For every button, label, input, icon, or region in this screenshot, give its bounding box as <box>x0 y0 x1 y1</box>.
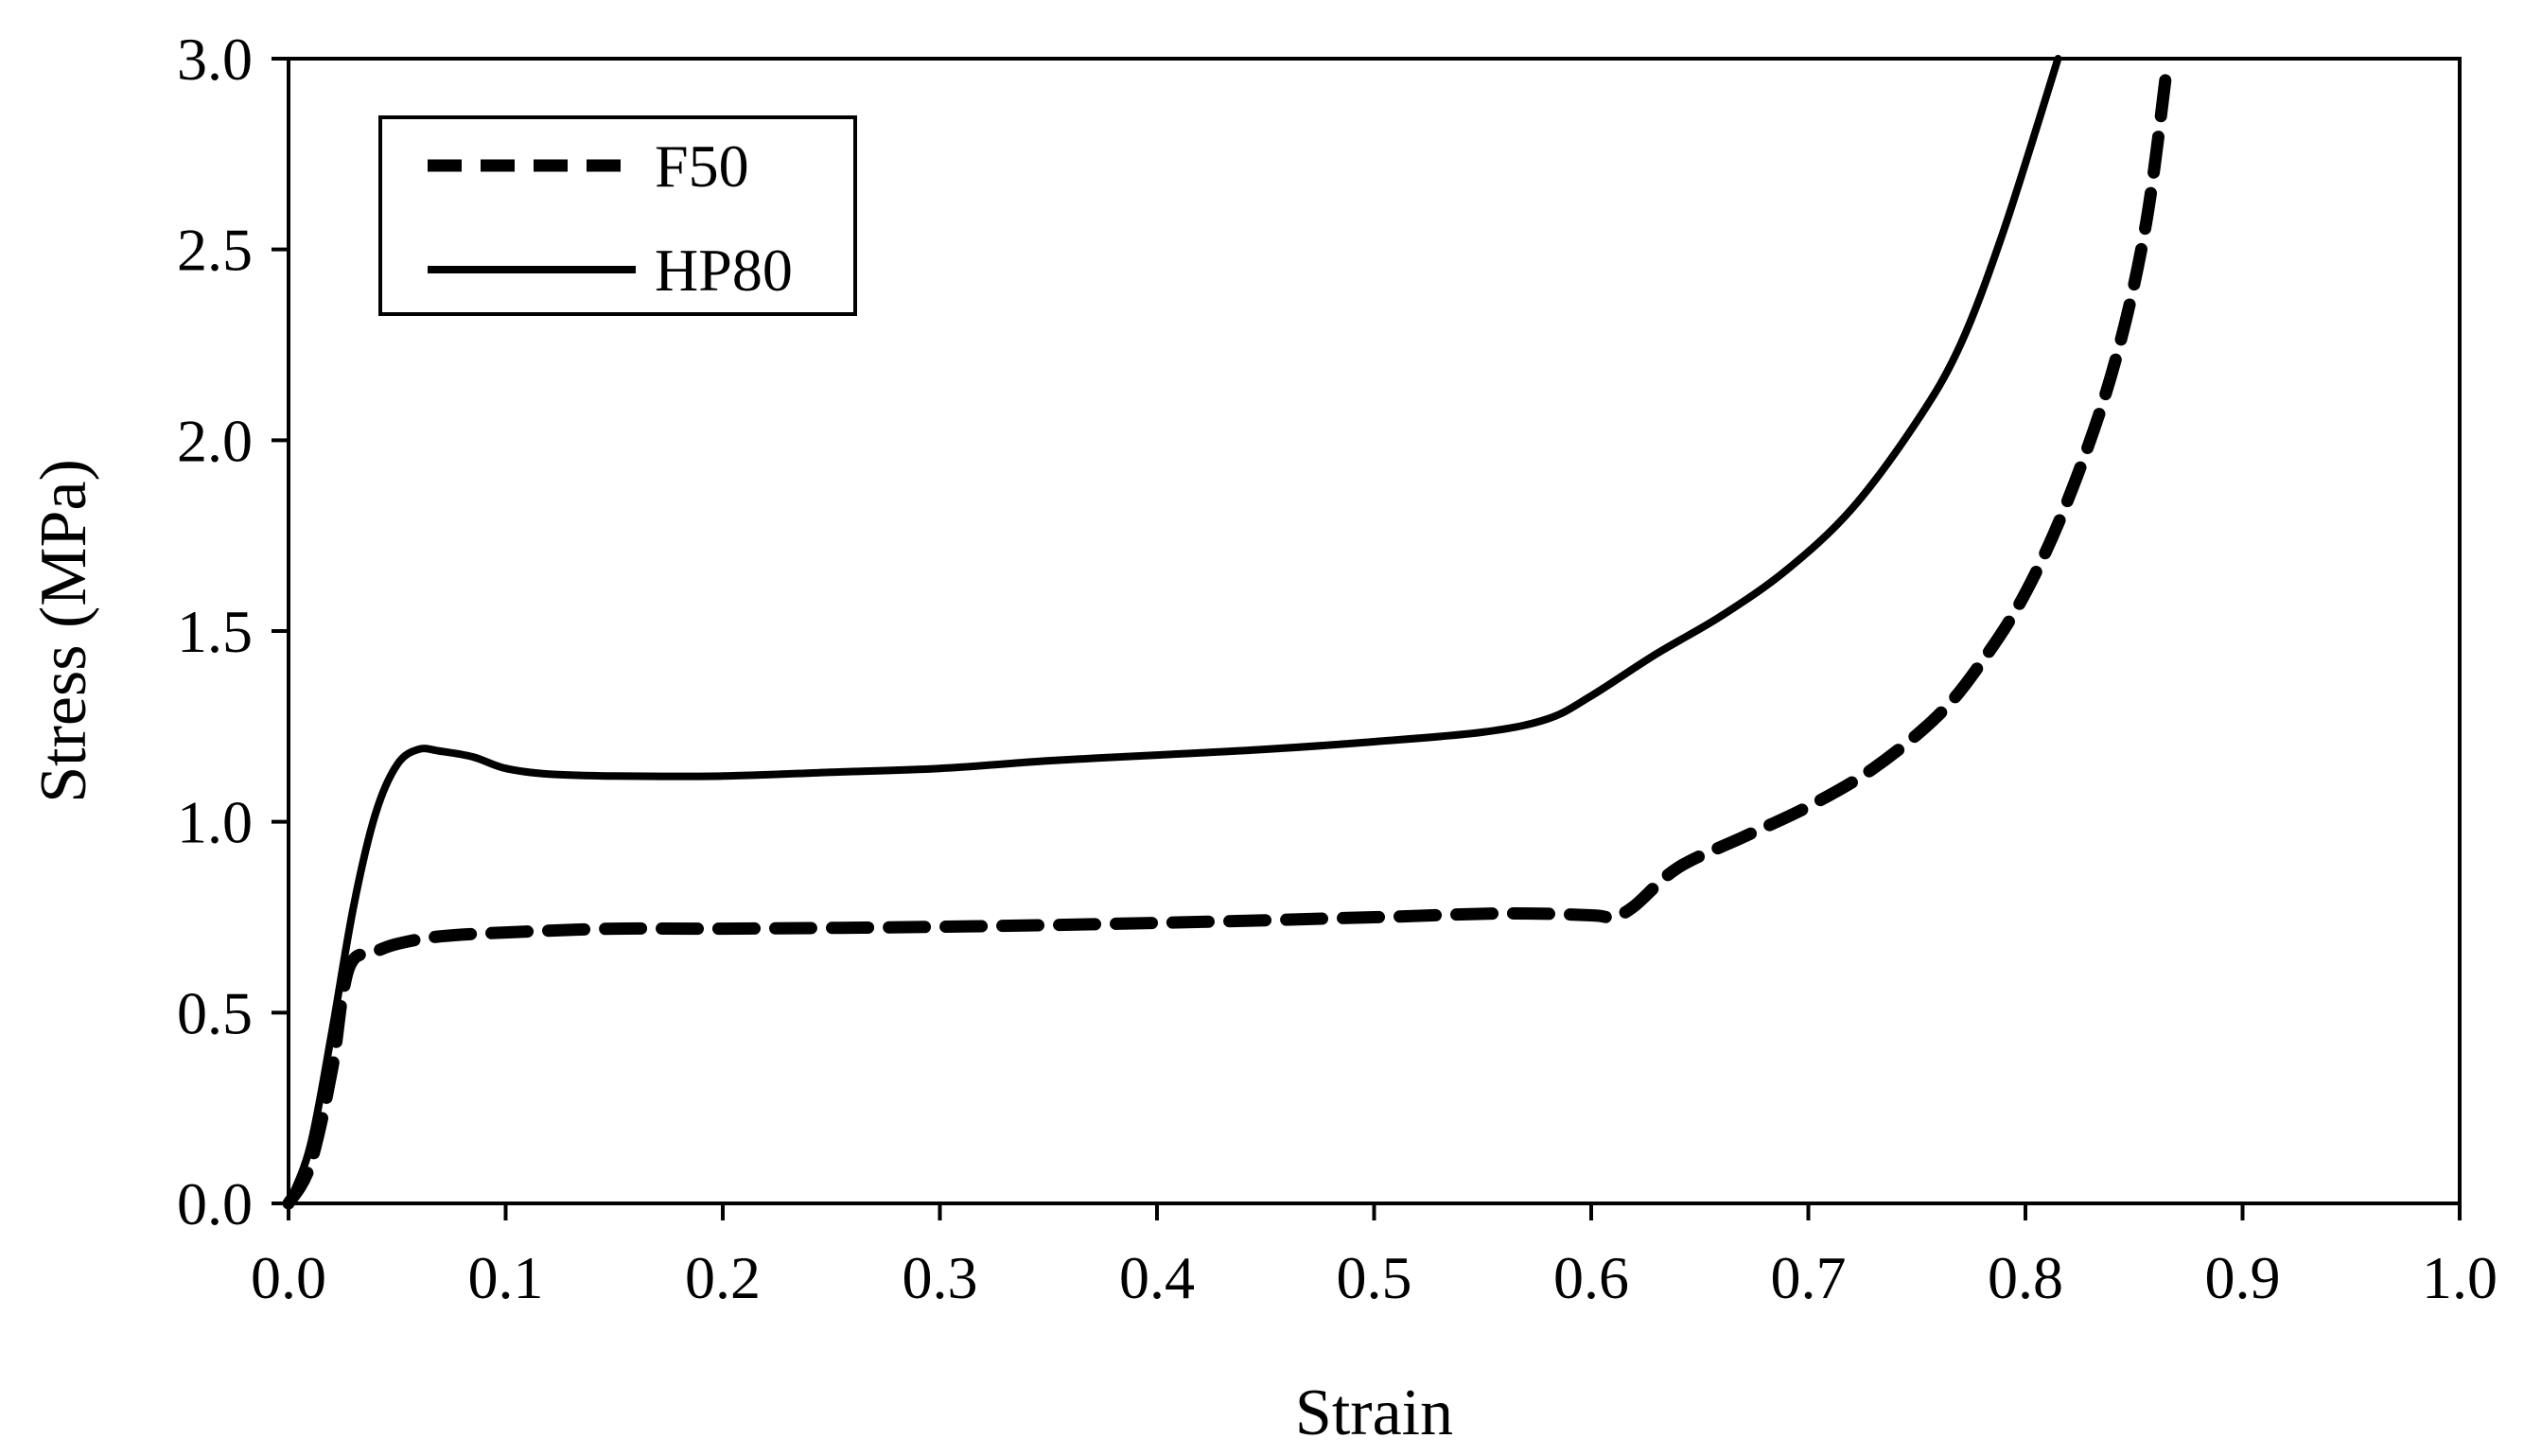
y-tick-label: 2.5 <box>177 217 253 284</box>
series-line-f50 <box>282 63 2173 1210</box>
y-axis-ticks: 0.0 0.5 1.0 1.5 2.0 2.5 3.0 <box>177 26 289 1237</box>
y-tick-label: 1.5 <box>177 598 253 665</box>
x-tick-label: 0.2 <box>685 1244 761 1311</box>
y-axis-title: Stress (MPa) <box>27 459 100 803</box>
x-tick-label: 0.9 <box>2205 1244 2281 1311</box>
legend-box <box>378 115 857 316</box>
x-tick-label: 0.0 <box>251 1244 326 1311</box>
y-tick-label: 0.5 <box>177 979 253 1046</box>
x-tick-label: 0.4 <box>1119 1244 1195 1311</box>
y-tick-label: 0.0 <box>177 1170 253 1237</box>
x-tick-label: 0.8 <box>1988 1244 2063 1311</box>
x-tick-label: 0.6 <box>1553 1244 1629 1311</box>
series-line-hp80 <box>285 55 2062 1207</box>
legend-label-f50: F50 <box>655 132 749 200</box>
x-tick-label: 0.3 <box>903 1244 978 1311</box>
x-axis-title: Strain <box>1295 1377 1453 1449</box>
x-tick-label: 1.0 <box>2422 1244 2498 1311</box>
legend: F50 HP80 <box>378 115 857 316</box>
x-tick-label: 0.1 <box>468 1244 544 1311</box>
series-layer <box>282 55 2173 1210</box>
y-tick-label: 1.0 <box>177 789 253 856</box>
x-axis-ticks: 0.0 0.1 0.2 0.3 0.4 0.5 0.6 0.7 0.8 0.9 1.0 <box>251 1203 2498 1311</box>
x-tick-label: 0.7 <box>1771 1244 1847 1311</box>
y-tick-label: 3.0 <box>177 26 253 93</box>
legend-label-hp80: HP80 <box>655 237 793 304</box>
x-tick-label: 0.5 <box>1337 1244 1412 1311</box>
y-tick-label: 2.0 <box>177 407 253 474</box>
